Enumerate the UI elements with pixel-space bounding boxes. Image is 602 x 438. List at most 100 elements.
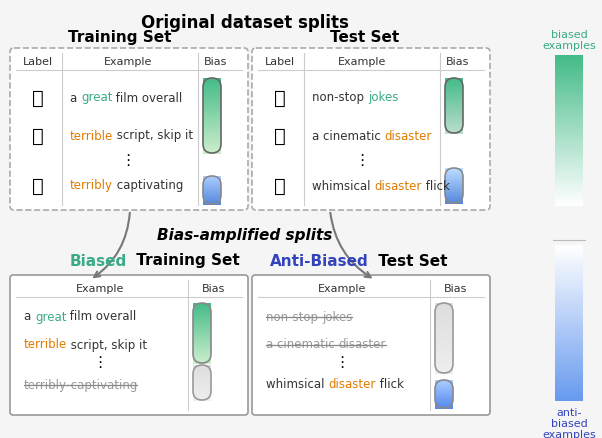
Bar [445, 191, 463, 192]
Bar [555, 113, 583, 116]
Bar [555, 381, 583, 383]
Bar [555, 254, 583, 257]
Text: Label: Label [265, 57, 295, 67]
Bar [435, 308, 453, 310]
Bar [555, 307, 583, 309]
Bar [435, 309, 453, 311]
Bar [555, 292, 583, 294]
Bar [435, 338, 453, 339]
Bar [193, 318, 211, 319]
Bar [555, 288, 583, 290]
Bar [555, 367, 583, 370]
Bar [445, 180, 463, 181]
Bar [435, 402, 453, 403]
Bar [555, 385, 583, 387]
Bar [193, 395, 211, 396]
Bar [555, 272, 583, 275]
Bar [203, 131, 221, 133]
Bar [203, 194, 221, 195]
Bar [445, 183, 463, 184]
Text: ⋮: ⋮ [355, 153, 370, 169]
Bar [203, 179, 221, 180]
Bar [193, 345, 211, 346]
Bar [445, 187, 463, 188]
Bar [203, 128, 221, 129]
Bar [193, 332, 211, 333]
Bar [555, 60, 583, 63]
Text: Bias: Bias [446, 57, 470, 67]
Bar [555, 98, 583, 100]
Bar [445, 181, 463, 182]
Bar [193, 346, 211, 347]
Bar [193, 367, 211, 368]
Bar [435, 353, 453, 354]
Bar [193, 338, 211, 339]
Bar [555, 55, 583, 57]
Bar [555, 120, 583, 123]
Bar [445, 183, 463, 184]
Bar [555, 375, 583, 377]
Bar [203, 190, 221, 191]
Bar [435, 404, 453, 405]
Bar [555, 175, 583, 177]
Bar [193, 389, 211, 390]
Bar [193, 353, 211, 354]
Bar [203, 183, 221, 184]
Bar [555, 59, 583, 61]
Bar [203, 196, 221, 197]
Bar [445, 175, 463, 176]
Bar [445, 98, 463, 99]
Bar [445, 117, 463, 118]
Bar [555, 340, 583, 343]
Bar [445, 99, 463, 100]
Bar [435, 364, 453, 366]
Bar [445, 131, 463, 132]
Bar [203, 176, 221, 177]
Bar [445, 184, 463, 185]
Bar [193, 372, 211, 373]
Bar [555, 245, 583, 247]
Bar [203, 107, 221, 109]
Bar [555, 166, 583, 168]
Bar [435, 324, 453, 325]
Bar [203, 104, 221, 106]
Bar [193, 387, 211, 388]
Bar [445, 79, 463, 81]
Text: non-stop: non-stop [266, 311, 321, 324]
Bar [193, 331, 211, 332]
Bar [445, 196, 463, 197]
Bar [445, 176, 463, 177]
Bar [555, 68, 583, 71]
Bar [193, 347, 211, 349]
Bar [445, 189, 463, 190]
Bar [445, 80, 463, 81]
Bar [193, 377, 211, 378]
Text: Example: Example [318, 284, 366, 294]
Bar [555, 396, 583, 399]
Bar [203, 196, 221, 197]
Bar [445, 87, 463, 88]
Bar [445, 128, 463, 129]
Bar [203, 134, 221, 136]
Bar [445, 108, 463, 109]
Bar [203, 179, 221, 180]
Bar [445, 197, 463, 198]
Bar [555, 278, 583, 280]
Bar [203, 178, 221, 179]
Bar [555, 141, 583, 144]
Bar [435, 384, 453, 385]
Bar [555, 110, 583, 112]
Bar [203, 146, 221, 148]
Bar [435, 387, 453, 388]
Bar [435, 344, 453, 346]
Bar [193, 380, 211, 381]
Bar [555, 336, 583, 339]
Bar [193, 355, 211, 356]
Bar [435, 369, 453, 370]
Bar [203, 145, 221, 146]
Bar [435, 372, 453, 374]
Bar [435, 395, 453, 396]
Bar [435, 394, 453, 395]
Bar [203, 189, 221, 190]
Bar [435, 336, 453, 338]
